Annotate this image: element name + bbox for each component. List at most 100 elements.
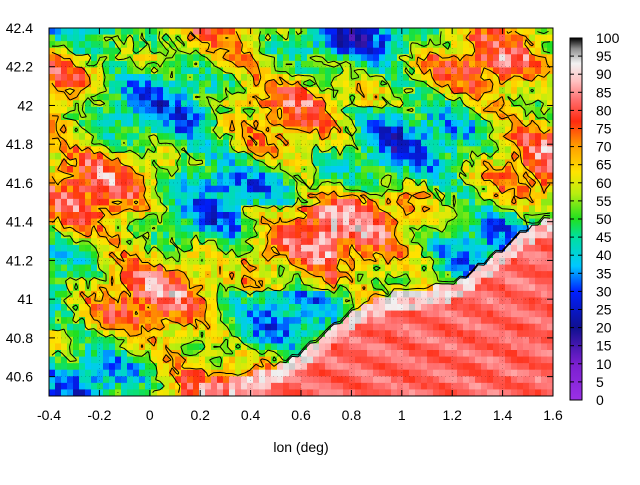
heatmap-cell [79, 179, 86, 187]
heatmap-cell [169, 185, 176, 193]
heatmap-cell [361, 336, 368, 345]
heatmap-cell [403, 330, 410, 338]
heatmap-cell [145, 343, 152, 351]
heatmap-cell [379, 304, 386, 312]
heatmap-cell [253, 290, 260, 299]
heatmap-cell [259, 205, 266, 213]
heatmap-cell [517, 323, 524, 331]
heatmap-cell [73, 238, 80, 246]
heatmap-cell [307, 80, 314, 88]
heatmap-cell [271, 369, 278, 377]
heatmap-cell [499, 350, 506, 358]
heatmap-cell [463, 264, 470, 272]
heatmap-cell [313, 159, 320, 167]
heatmap-cell [319, 271, 326, 279]
heatmap-cell [421, 284, 428, 292]
heatmap-cell [271, 133, 278, 141]
heatmap-cell [313, 369, 320, 377]
heatmap-cell [511, 47, 518, 55]
heatmap-cell [223, 231, 230, 239]
heatmap-cell [439, 198, 446, 207]
heatmap-cell [301, 67, 308, 75]
heatmap-cell [361, 290, 368, 299]
heatmap-cell [271, 376, 278, 384]
heatmap-cell [235, 152, 242, 161]
heatmap-cell [511, 106, 518, 115]
heatmap-cell [91, 382, 98, 391]
heatmap-cell [97, 205, 104, 213]
heatmap-cell [457, 258, 464, 266]
heatmap-cell [307, 251, 314, 259]
heatmap-cell [331, 264, 338, 272]
heatmap-cell [529, 317, 536, 325]
heatmap-cell [541, 244, 548, 253]
heatmap-cell [307, 205, 314, 213]
heatmap-cell [433, 389, 440, 396]
heatmap-cell [397, 126, 404, 134]
heatmap-cell [247, 343, 254, 351]
heatmap-cell [385, 382, 392, 391]
heatmap-cell [451, 389, 458, 396]
heatmap-cell [277, 198, 284, 207]
heatmap-cell [61, 67, 68, 75]
heatmap-cell [367, 363, 374, 371]
heatmap-cell [115, 166, 122, 174]
heatmap-cell [409, 350, 416, 358]
heatmap-cell [499, 356, 506, 364]
heatmap-cell [283, 166, 290, 174]
heatmap-cell [187, 126, 194, 134]
heatmap-cell [253, 172, 260, 180]
heatmap-cell [385, 126, 392, 134]
heatmap-cell [97, 179, 104, 187]
heatmap-cell [121, 330, 128, 338]
heatmap-cell [331, 251, 338, 259]
heatmap-cell [241, 218, 248, 226]
heatmap-cell [481, 258, 488, 266]
heatmap-cell [157, 343, 164, 351]
heatmap-cell [109, 159, 116, 167]
heatmap-cell [337, 264, 344, 272]
heatmap-cell [295, 297, 302, 305]
heatmap-cell [517, 244, 524, 253]
heatmap-cell [295, 172, 302, 180]
heatmap-cell [139, 139, 146, 147]
heatmap-cell [529, 369, 536, 377]
heatmap-cell [529, 225, 536, 233]
heatmap-cell [499, 277, 506, 285]
heatmap-cell [235, 205, 242, 213]
heatmap-cell [427, 113, 434, 121]
heatmap-cell [427, 290, 434, 299]
heatmap-cell [283, 120, 290, 128]
heatmap-cell [295, 343, 302, 351]
heatmap-cell [325, 172, 332, 180]
heatmap-cell [481, 166, 488, 174]
heatmap-cell [457, 356, 464, 364]
heatmap-cell [331, 60, 338, 69]
heatmap-cell [61, 146, 68, 154]
heatmap-cell [337, 106, 344, 115]
heatmap-cell [103, 41, 110, 49]
heatmap-cell [55, 297, 62, 305]
heatmap-cell [49, 277, 56, 285]
heatmap-cell [115, 218, 122, 226]
heatmap-cell [223, 67, 230, 75]
heatmap-cell [391, 139, 398, 147]
heatmap-cell [271, 106, 278, 115]
heatmap-cell [253, 60, 260, 69]
heatmap-cell [457, 41, 464, 49]
heatmap-cell [541, 382, 548, 391]
heatmap-cell [469, 113, 476, 121]
heatmap-cell [409, 382, 416, 391]
heatmap-cell [529, 152, 536, 161]
heatmap-cell [115, 198, 122, 207]
heatmap-cell [73, 290, 80, 299]
heatmap-cell [157, 225, 164, 233]
heatmap-cell [445, 389, 452, 396]
heatmap-cell [169, 106, 176, 115]
heatmap-cell [457, 218, 464, 226]
heatmap-cell [391, 277, 398, 285]
heatmap-cell [517, 212, 524, 220]
heatmap-cell [409, 113, 416, 121]
heatmap-cell [313, 106, 320, 115]
heatmap-cell [235, 382, 242, 391]
